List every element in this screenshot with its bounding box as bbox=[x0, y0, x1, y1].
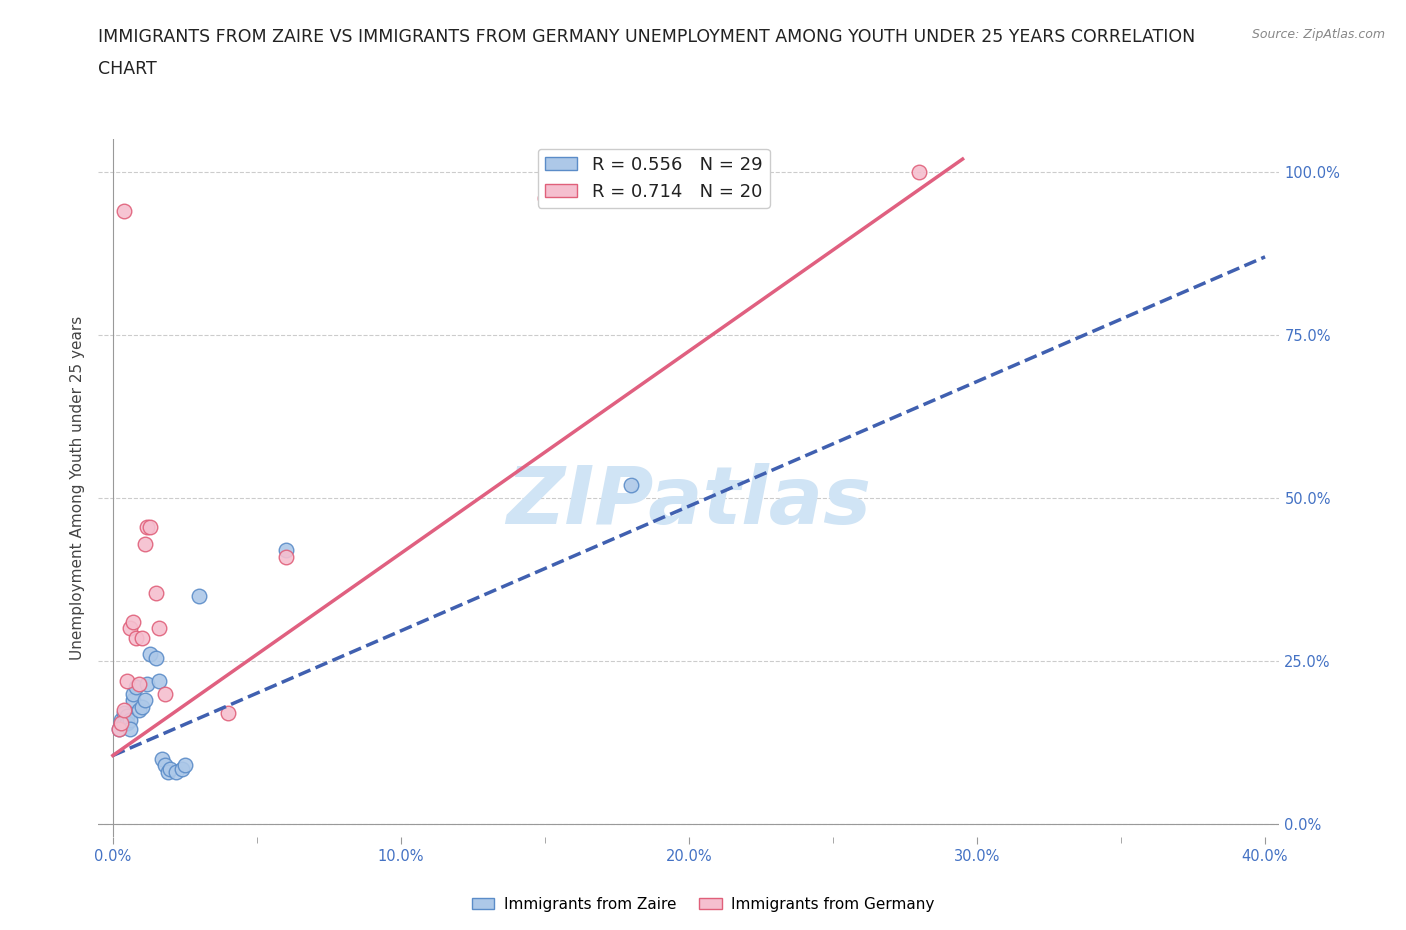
Point bbox=[139, 647, 162, 662]
Text: CHART: CHART bbox=[98, 60, 157, 78]
Point bbox=[122, 686, 145, 701]
Point bbox=[156, 764, 179, 779]
Legend: Immigrants from Zaire, Immigrants from Germany: Immigrants from Zaire, Immigrants from G… bbox=[465, 891, 941, 918]
Point bbox=[120, 621, 142, 636]
Point bbox=[170, 761, 193, 776]
Text: ZIPatlas: ZIPatlas bbox=[506, 463, 872, 541]
Text: IMMIGRANTS FROM ZAIRE VS IMMIGRANTS FROM GERMANY UNEMPLOYMENT AMONG YOUTH UNDER : IMMIGRANTS FROM ZAIRE VS IMMIGRANTS FROM… bbox=[98, 28, 1195, 46]
Point bbox=[217, 706, 239, 721]
Point bbox=[107, 722, 129, 737]
Point bbox=[173, 758, 195, 773]
Point bbox=[115, 673, 138, 688]
Point bbox=[112, 715, 135, 730]
Point bbox=[148, 673, 170, 688]
Point bbox=[153, 686, 176, 701]
Point bbox=[145, 650, 167, 665]
Point bbox=[112, 702, 135, 717]
Point bbox=[115, 709, 138, 724]
Point bbox=[134, 693, 156, 708]
Point bbox=[136, 676, 159, 691]
Point bbox=[120, 712, 142, 727]
Point bbox=[115, 715, 138, 730]
Point bbox=[148, 621, 170, 636]
Point bbox=[110, 712, 132, 727]
Point bbox=[120, 722, 142, 737]
Point bbox=[620, 477, 643, 492]
Point bbox=[112, 706, 135, 721]
Point bbox=[131, 699, 153, 714]
Point bbox=[122, 615, 145, 630]
Y-axis label: Unemployment Among Youth under 25 years: Unemployment Among Youth under 25 years bbox=[70, 316, 86, 660]
Point bbox=[150, 751, 173, 766]
Point bbox=[165, 764, 187, 779]
Point bbox=[159, 761, 181, 776]
Point bbox=[274, 543, 297, 558]
Point bbox=[534, 191, 557, 206]
Point bbox=[128, 702, 150, 717]
Point bbox=[145, 585, 167, 600]
Text: Source: ZipAtlas.com: Source: ZipAtlas.com bbox=[1251, 28, 1385, 41]
Point bbox=[107, 722, 129, 737]
Point bbox=[274, 550, 297, 565]
Point bbox=[131, 631, 153, 645]
Point bbox=[112, 204, 135, 219]
Point bbox=[139, 520, 162, 535]
Point bbox=[122, 693, 145, 708]
Point bbox=[125, 680, 148, 695]
Point bbox=[110, 715, 132, 730]
Point bbox=[153, 758, 176, 773]
Point bbox=[188, 589, 211, 604]
Legend: R = 0.556   N = 29, R = 0.714   N = 20: R = 0.556 N = 29, R = 0.714 N = 20 bbox=[537, 149, 769, 208]
Point bbox=[908, 165, 931, 179]
Point bbox=[136, 520, 159, 535]
Point bbox=[125, 631, 148, 645]
Point bbox=[128, 676, 150, 691]
Point bbox=[110, 715, 132, 730]
Point bbox=[134, 537, 156, 551]
